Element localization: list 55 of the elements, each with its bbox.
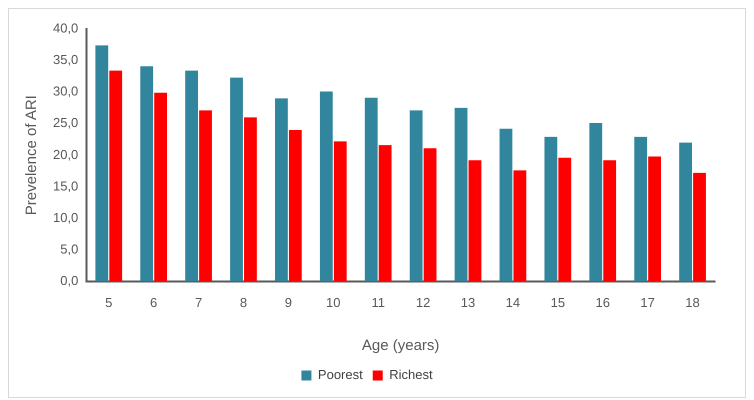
x-tick-label: 5 <box>105 294 112 310</box>
legend-label: Poorest <box>318 367 364 382</box>
bar <box>648 156 662 282</box>
bar <box>513 170 526 282</box>
bar <box>468 160 482 282</box>
bar <box>140 66 154 282</box>
y-tick-label: 5,0 <box>60 241 78 256</box>
bar <box>275 98 288 282</box>
x-tick-label: 15 <box>550 294 566 310</box>
x-axis-title: Age (years) <box>362 337 440 354</box>
bar <box>634 136 648 282</box>
bar <box>334 141 347 282</box>
bar <box>500 128 512 282</box>
bar <box>154 92 168 282</box>
bar <box>454 108 468 282</box>
x-tick-label: 9 <box>284 294 292 310</box>
bar <box>558 158 572 282</box>
x-tick-label: 13 <box>460 294 476 310</box>
x-tick-label: 6 <box>150 294 158 310</box>
y-axis-title: Prevelence of ARI <box>23 95 40 216</box>
x-tick-label: 10 <box>326 294 341 310</box>
legend-label: Richest <box>389 367 433 382</box>
y-tick-label: 40,0 <box>52 20 78 36</box>
y-tick-label: 25,0 <box>52 115 78 130</box>
x-tick-label: 7 <box>194 294 202 310</box>
x-tick-label: 8 <box>240 294 248 310</box>
bar <box>185 70 198 282</box>
bar <box>378 145 392 282</box>
y-tick-label: 20,0 <box>52 146 78 162</box>
bar <box>679 142 692 282</box>
x-tick-label: 11 <box>371 294 385 310</box>
bar <box>424 148 436 282</box>
y-tick-label: 0,0 <box>60 272 78 288</box>
bar <box>288 130 302 282</box>
bar <box>693 172 706 282</box>
bar <box>230 78 243 282</box>
x-tick-label: 14 <box>506 294 520 310</box>
bar <box>603 160 616 282</box>
bar <box>544 136 558 282</box>
x-tick-label: 12 <box>416 294 430 310</box>
bar <box>364 98 378 282</box>
y-tick-label: 35,0 <box>52 52 78 68</box>
bar <box>95 45 108 282</box>
bar <box>589 123 602 282</box>
bar <box>320 91 333 282</box>
bar <box>199 110 212 282</box>
y-tick-label: 15,0 <box>52 178 78 194</box>
bar <box>109 70 122 282</box>
bar <box>410 110 423 282</box>
x-tick-label: 18 <box>685 294 700 310</box>
bar <box>244 117 257 282</box>
x-tick-label: 17 <box>640 294 655 310</box>
y-tick-label: 30,0 <box>52 84 78 99</box>
x-tick-label: 16 <box>596 294 610 310</box>
y-tick-label: 10,0 <box>52 210 78 225</box>
